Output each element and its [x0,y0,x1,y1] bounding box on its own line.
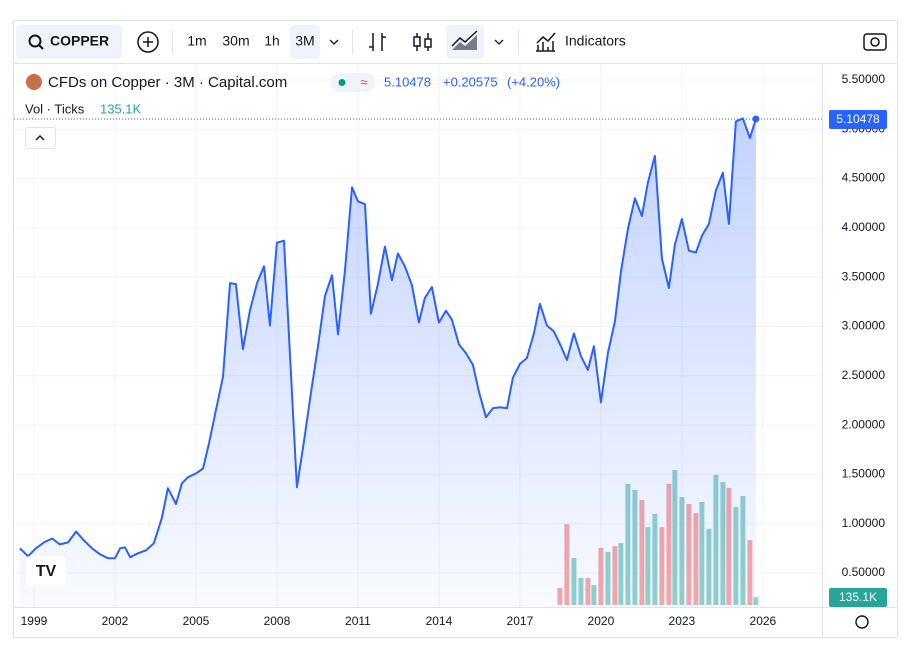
candles-icon [413,36,421,47]
price-badge [829,109,887,129]
y-tick-label: 3.00000 [842,319,886,333]
price-badge-label: 5.10478 [836,112,880,126]
area-icon [452,35,477,50]
symbol: COPPER [50,33,109,49]
dropdown-icon[interactable] [494,39,504,45]
tv-logo [26,556,66,586]
volume-legend-value: 135.1K [100,101,142,116]
x-tick-label: 2011 [345,614,371,628]
compare-button[interactable] [137,31,159,53]
price-line [19,117,757,560]
camera-icon [870,37,880,47]
x-tick-label: 2008 [264,614,291,628]
legend-title: CFDs on Copper · 3M · Capital.com [48,74,287,91]
screenshot-button[interactable] [863,33,887,51]
interval-button[interactable]: 30m [222,33,249,49]
symbol-search[interactable] [16,25,122,59]
chevron-icon [35,134,45,141]
volume-badge [829,588,887,607]
tv-logo-text: TV [36,563,57,580]
area-icon [451,30,478,47]
interval-button[interactable]: 3M [295,33,314,49]
y-tick-label: 2.00000 [842,417,886,431]
y-tick-label: 0.50000 [842,565,886,579]
interval-active [290,25,320,59]
bars-icon[interactable] [369,33,386,51]
volume-legend: Vol · Ticks [25,101,85,116]
delayed-icon: ≈ [360,74,367,89]
last-price-dot [752,115,760,123]
y-tick-label: 2.50000 [842,368,886,382]
search-icon [28,34,42,48]
area-fill [19,118,756,608]
interval-button[interactable]: 1m [187,33,206,49]
x-tick-label: 1999 [21,614,48,628]
y-tick-label: 4.00000 [842,220,886,234]
settings-button[interactable] [855,615,869,629]
y-tick-label: 1.50000 [842,467,886,481]
x-tick-label: 2002 [102,614,129,628]
search-icon [38,44,44,50]
status-badge [331,73,375,92]
x-tick-label: 2020 [588,614,615,628]
x-tick-label: 2017 [507,614,534,628]
legend-change: +0.20575 [443,74,498,89]
candles-icon [424,38,432,48]
indicators-button[interactable]: Indicators [565,33,626,49]
volume-badge-label: 135.1K [839,590,877,604]
indicators-icon[interactable] [536,32,556,52]
x-tick-label: 2026 [750,614,777,628]
x-tick-label: 2014 [426,614,453,628]
x-tick-label: 2005 [183,614,210,628]
x-tick-label: 2023 [669,614,696,628]
legend-change-pct: (+4.20%) [507,74,560,89]
symbol-logo [26,74,42,90]
collapse-legend-button[interactable] [25,127,56,149]
plus-icon [143,37,153,47]
interval-button[interactable]: 1h [264,33,280,49]
market-open-dot [338,79,346,86]
y-tick-label: 1.00000 [842,516,886,530]
legend-price: 5.10478 [384,74,431,89]
dropdown-icon[interactable] [329,39,339,45]
y-tick-label: 5.50000 [842,72,886,86]
y-tick-label: 3.50000 [842,269,886,283]
y-tick-label: 4.50000 [842,171,886,185]
